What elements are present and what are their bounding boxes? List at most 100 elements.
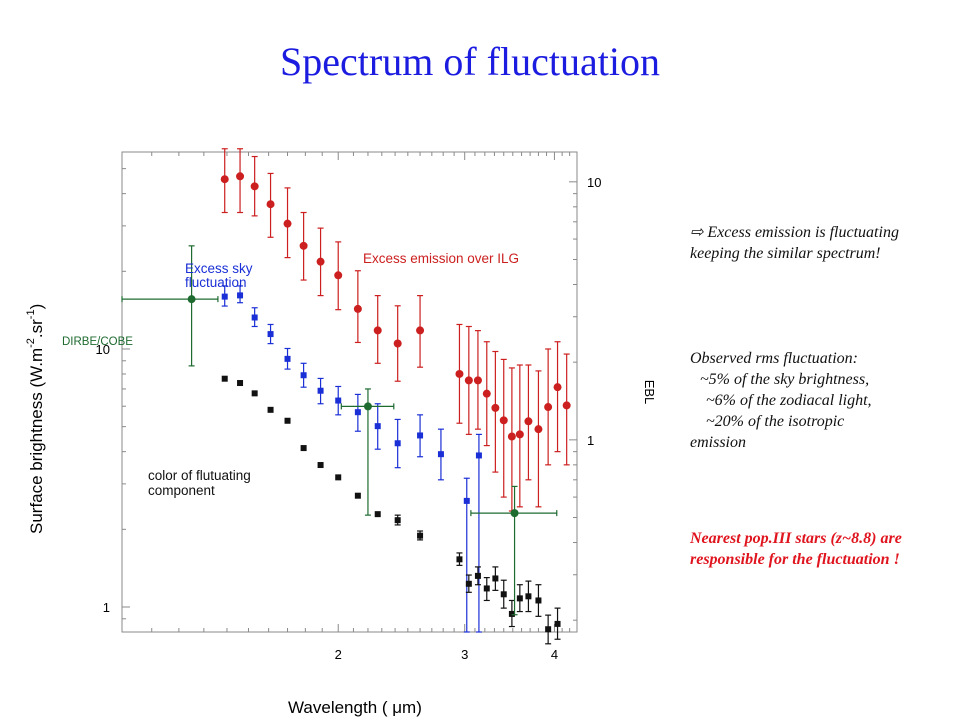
series-excess_ilg [220,148,425,382]
axis-ticks: 1 10 1 10 2 3 4 [96,152,601,662]
annotation-excess-emission: ⇨ Excess emission is fluctuating keeping… [690,222,920,264]
data-point [492,575,499,582]
x-axis-label: Wavelength ( μm) [288,698,422,717]
x-tick-label: 3 [461,647,468,662]
data-point [363,402,372,411]
series-dirbe [121,245,395,516]
annotation-excess-text: Excess emission is fluctuating keeping t… [690,224,899,262]
data-point [221,375,228,382]
data-point [554,620,561,627]
y2-tick-label: 10 [587,175,601,190]
data-point [464,376,473,385]
data-point [475,452,482,459]
y-axis-label: Surface brightness (W.m-2.sr-1) [25,304,46,534]
plot-frame [121,151,578,633]
data-point [393,339,402,348]
label-excess-sky-line1: Excess sky [185,261,253,276]
arrow-icon: ⇨ [690,224,704,241]
page-title: Spectrum of fluctuation [280,39,660,84]
y-axis-label-sup1: -2 [25,338,37,348]
annotation-conclusion: Nearest pop.III stars (z~8.8) are respon… [690,530,902,568]
label-excess-ilg: Excess emission over ILG [363,251,519,266]
data-point [394,440,401,447]
x-tick-label: 4 [551,647,558,662]
data-point [267,406,274,413]
data-point [474,572,481,579]
data-point [334,271,343,280]
data-point [373,326,382,335]
data-point [437,451,444,458]
data-point [482,389,491,398]
data-point [300,372,307,379]
data-point [300,445,307,452]
data-point [456,556,463,563]
data-point [562,401,571,410]
data-point [353,304,362,313]
data-point [515,430,524,439]
data-point [535,597,542,604]
data-point [524,417,533,426]
annotation-rms-line2: ~5% of the sky brightness, [700,371,870,388]
data-point [267,331,274,338]
data-point [250,182,259,191]
annotation-rms: Observed rms fluctuation: ~5% of the sky… [690,348,940,453]
annotation-rms-line4: ~20% of the isotropic [706,413,845,430]
annotation-rms-line5: emission [690,434,746,451]
data-point [354,409,361,416]
data-point [510,509,519,518]
data-point [283,219,292,228]
series-excess_ilg_long [455,323,571,512]
data-point [236,172,245,181]
data-point [417,532,424,539]
y-axis-label-sup2: -1 [25,309,37,319]
data-point [491,403,500,412]
data-point [251,390,258,397]
y-axis-label-mid: .sr [27,319,46,338]
data-point [237,292,244,299]
data-point [187,295,196,304]
series-excess_sky [221,285,482,633]
data-point [221,293,228,300]
data-point [416,326,425,335]
data-point [483,585,490,592]
data-point [507,432,516,441]
data-point [473,376,482,385]
data-marks [121,148,571,645]
data-point [374,423,381,430]
x-tick-label: 2 [335,647,342,662]
data-point [545,626,552,633]
series-color_component [221,375,561,645]
data-point [455,369,464,378]
y2-axis-label: EBL [642,380,657,405]
data-point [220,175,229,184]
data-point [317,387,324,394]
data-point [316,257,325,266]
data-point [534,425,543,434]
data-point [266,200,275,209]
label-color-line2: component [148,483,215,498]
label-color-line1: color of flutuating [148,468,251,483]
data-point [516,595,523,602]
data-point [525,593,532,600]
data-point [317,462,324,469]
data-point [374,511,381,518]
data-point [417,432,424,439]
data-point [500,591,507,598]
label-excess-sky-line2: fluctuation [185,275,247,290]
data-point [508,610,515,617]
data-point [251,314,258,321]
y-tick-label: 1 [103,600,110,615]
data-point [499,416,508,425]
annotation-rms-line1: Observed rms fluctuation: [690,350,858,367]
data-point [354,492,361,499]
data-point [394,517,401,524]
series-dirbe_long [470,485,558,616]
label-dirbe: DIRBE/COBE [62,336,133,348]
data-point [335,474,342,481]
annotation-rms-line3: ~6% of the zodiacal light, [706,392,872,409]
data-point [299,241,308,250]
y-axis-label-end: ) [27,304,46,310]
data-point [465,580,472,587]
data-point [463,497,470,504]
